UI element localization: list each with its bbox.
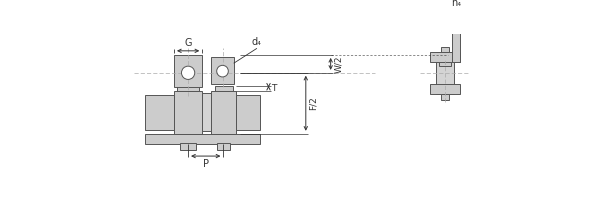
Bar [430, 52, 460, 62]
Bar [436, 52, 454, 94]
Bar [145, 95, 174, 130]
Bar [437, 21, 460, 26]
Bar [180, 143, 196, 150]
Bar [430, 84, 460, 94]
Circle shape [217, 65, 229, 77]
Bar [145, 134, 260, 144]
Bar [215, 86, 233, 91]
Bar [452, 21, 460, 62]
Text: d₄: d₄ [252, 37, 262, 47]
Text: T: T [271, 84, 277, 93]
Text: W/2: W/2 [334, 55, 343, 73]
Text: P: P [203, 159, 209, 169]
Bar [441, 47, 449, 52]
Bar [174, 91, 202, 134]
Bar [174, 55, 202, 87]
Bar [178, 86, 199, 91]
Bar [211, 91, 236, 134]
Bar [202, 93, 211, 131]
Text: F/2: F/2 [309, 96, 318, 110]
Circle shape [181, 66, 195, 79]
Bar [441, 94, 449, 100]
Bar [439, 62, 451, 66]
Bar [217, 143, 230, 150]
Text: G: G [184, 38, 192, 48]
Bar [211, 57, 234, 84]
Text: h₄: h₄ [451, 0, 461, 8]
Bar [236, 95, 260, 130]
